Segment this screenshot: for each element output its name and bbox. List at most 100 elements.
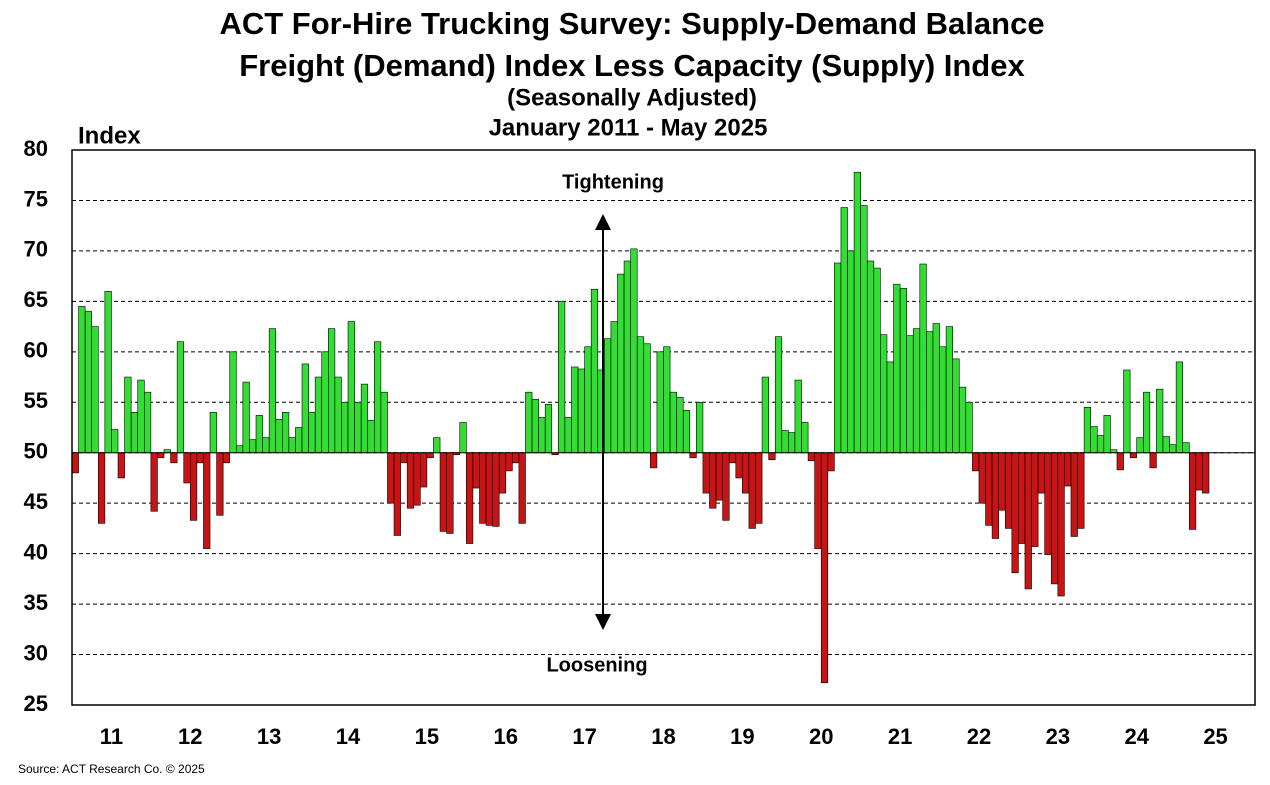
bar — [347, 321, 355, 454]
bar — [939, 346, 947, 454]
bar — [952, 358, 960, 454]
bar — [755, 452, 763, 524]
bar — [584, 346, 592, 454]
bar — [124, 376, 132, 454]
bar — [130, 412, 139, 454]
bar — [847, 250, 855, 454]
bar — [341, 401, 349, 454]
bar — [111, 429, 119, 454]
bar — [781, 430, 789, 454]
bar — [820, 452, 829, 684]
bar — [919, 263, 927, 454]
y-tick-label: 50 — [24, 439, 48, 464]
bar — [525, 391, 533, 454]
bar — [991, 452, 999, 539]
x-tick-label: 16 — [494, 724, 518, 749]
bar — [617, 273, 625, 454]
bar — [190, 452, 198, 521]
bar — [485, 452, 493, 526]
bar — [610, 321, 618, 454]
bar — [630, 248, 638, 454]
bar — [295, 427, 303, 454]
x-tick-label: 19 — [730, 724, 754, 749]
y-tick-label: 60 — [24, 338, 48, 363]
bar — [334, 376, 342, 454]
bar — [1156, 388, 1164, 454]
bar — [71, 452, 79, 474]
bar — [682, 410, 691, 454]
bar — [321, 351, 329, 454]
bar — [209, 412, 217, 454]
bar — [886, 361, 894, 454]
bar — [1175, 361, 1184, 454]
bar — [912, 328, 921, 454]
bar — [801, 422, 809, 454]
bar — [400, 452, 408, 464]
x-tick-label: 15 — [415, 724, 439, 749]
bar — [301, 363, 309, 454]
bar — [1083, 407, 1091, 454]
bar — [735, 452, 743, 479]
bar — [728, 452, 737, 464]
bar — [328, 328, 336, 454]
bar — [288, 437, 296, 454]
bar — [439, 452, 447, 532]
bar — [676, 396, 684, 454]
bar — [268, 328, 277, 454]
bar — [1202, 452, 1210, 494]
bar — [788, 432, 796, 454]
y-tick-label: 35 — [24, 590, 48, 615]
bar — [393, 452, 401, 536]
annotation: Loosening — [546, 654, 647, 676]
bar — [433, 437, 441, 454]
bar — [420, 452, 428, 488]
bar — [590, 288, 599, 454]
bar — [282, 412, 290, 454]
bar — [972, 452, 980, 472]
y-tick-label: 45 — [24, 489, 48, 514]
x-tick-label: 12 — [178, 724, 202, 749]
bar — [380, 391, 388, 454]
y-tick-label: 70 — [24, 237, 48, 262]
bar — [531, 398, 539, 454]
bar — [512, 452, 520, 464]
bar — [1064, 452, 1072, 487]
bar — [899, 287, 907, 454]
bar — [406, 452, 415, 509]
bar — [466, 452, 474, 544]
bar — [229, 351, 237, 454]
bar — [1057, 452, 1065, 597]
chart-title: ACT For-Hire Trucking Survey: Supply-Dem… — [219, 6, 1044, 41]
bar — [558, 301, 566, 454]
bar — [1096, 435, 1105, 454]
bar — [604, 338, 612, 454]
bar — [518, 452, 526, 524]
bar — [216, 452, 224, 516]
plot-border — [71, 149, 1256, 706]
bar — [985, 452, 993, 526]
bar — [1031, 452, 1039, 547]
x-tick-label: 17 — [572, 724, 596, 749]
x-tick-label: 25 — [1203, 724, 1227, 749]
bar — [689, 452, 697, 459]
bar — [715, 452, 723, 501]
bar — [203, 452, 211, 549]
bar — [696, 401, 704, 454]
bar — [998, 452, 1006, 511]
x-tick-label: 24 — [1124, 724, 1149, 749]
x-tick-label: 21 — [888, 724, 912, 749]
bar — [196, 452, 204, 464]
bar — [945, 326, 953, 454]
bar — [222, 452, 231, 464]
bar — [1004, 452, 1013, 529]
bar — [97, 452, 106, 524]
bar — [1142, 391, 1151, 454]
plot-area: 25 30 35 40 45 50 55 60 65 70 75 80 11 12 13 14 15 16 17 18… — [24, 136, 1255, 749]
bar — [1162, 436, 1170, 454]
bar — [932, 323, 940, 454]
bar — [742, 452, 750, 494]
x-tick-label: 18 — [651, 724, 675, 749]
bar — [1037, 452, 1045, 494]
bar — [827, 452, 835, 472]
